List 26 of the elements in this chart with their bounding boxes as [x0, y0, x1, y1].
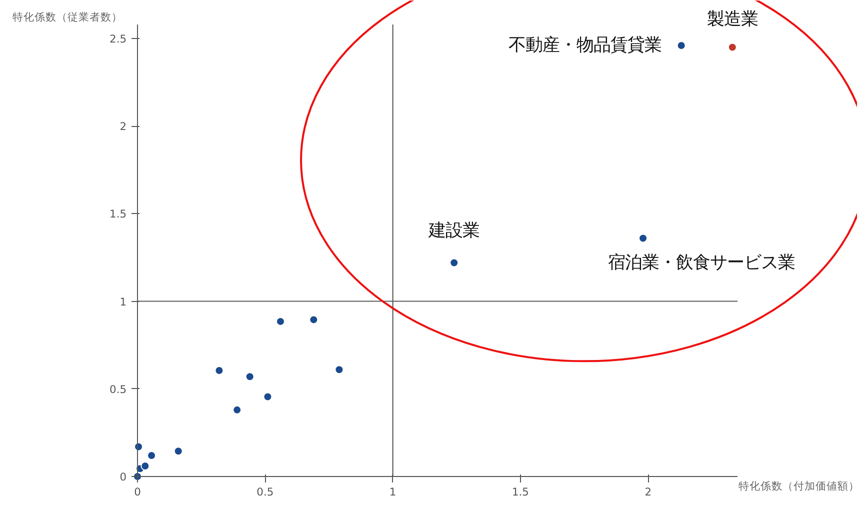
annotation: 製造業: [706, 9, 758, 30]
annotation: 不動産・物品賃貸業: [508, 36, 662, 56]
annotation: 建設業: [428, 220, 480, 241]
point: [174, 446, 183, 456]
y-tick-label: 0: [120, 470, 127, 484]
point: [450, 258, 459, 268]
point: [214, 366, 224, 375]
x-tick-label: 2: [644, 486, 652, 498]
y-tick-label: 0.5: [110, 382, 127, 396]
x-axis-title: 特化係数（付加価値額）: [738, 480, 860, 492]
x-tick-label: 0: [134, 486, 142, 498]
y-tick-label: 2: [120, 120, 126, 134]
y-tick-label: 1: [120, 295, 126, 308]
point: [728, 42, 737, 52]
annotation: 宿泊業・飲食サービス業: [608, 253, 796, 274]
x-tick-label: 1: [389, 486, 396, 498]
point: [232, 405, 242, 414]
x-tick-label: 0.5: [256, 486, 274, 498]
y-tick-label: 2.5: [110, 32, 127, 46]
point: [334, 365, 344, 374]
y-axis-title: 特化係数（従業者数）: [12, 10, 122, 24]
point: [309, 315, 318, 324]
point: [245, 372, 254, 382]
y-tick-label: 1.5: [110, 208, 127, 221]
x-tick-label: 1.5: [512, 486, 529, 498]
point: [263, 392, 272, 402]
